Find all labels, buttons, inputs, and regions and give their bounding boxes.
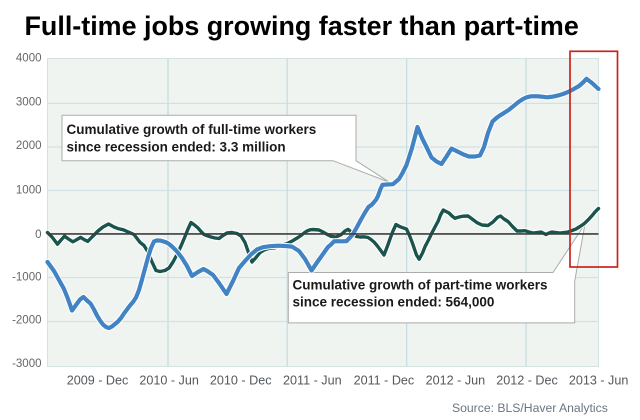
svg-text:0: 0	[35, 229, 41, 241]
svg-text:2012 - Jun: 2012 - Jun	[426, 373, 486, 387]
svg-text:-1000: -1000	[12, 272, 41, 284]
svg-text:3000: 3000	[16, 96, 42, 108]
svg-text:since recession ended: 564,000: since recession ended: 564,000	[293, 295, 495, 310]
svg-text:Source: BLS/Haver Analytics: Source: BLS/Haver Analytics	[452, 401, 608, 415]
svg-text:2010 - Jun: 2010 - Jun	[139, 373, 199, 387]
svg-text:1000: 1000	[16, 185, 42, 197]
svg-text:2013 - Jun: 2013 - Jun	[569, 373, 629, 387]
svg-text:2010 - Dec: 2010 - Dec	[210, 373, 272, 387]
svg-text:2009 - Dec: 2009 - Dec	[67, 373, 129, 387]
svg-text:2011 - Jun: 2011 - Jun	[283, 373, 342, 387]
svg-text:2012 - Dec: 2012 - Dec	[496, 373, 558, 387]
svg-text:Cumulative growth of full-time: Cumulative growth of full-time workers	[67, 122, 317, 137]
svg-text:-2000: -2000	[12, 315, 41, 327]
svg-text:2011 - Dec: 2011 - Dec	[354, 373, 415, 387]
svg-text:4000: 4000	[16, 53, 42, 65]
svg-text:-3000: -3000	[12, 358, 41, 370]
svg-text:2000: 2000	[16, 140, 42, 152]
svg-text:Cumulative growth of part-time: Cumulative growth of part-time workers	[293, 278, 548, 293]
svg-text:since recession ended: 3.3 mil: since recession ended: 3.3 million	[67, 140, 286, 155]
svg-text:Full-time jobs growing faster: Full-time jobs growing faster than part-…	[25, 11, 579, 41]
